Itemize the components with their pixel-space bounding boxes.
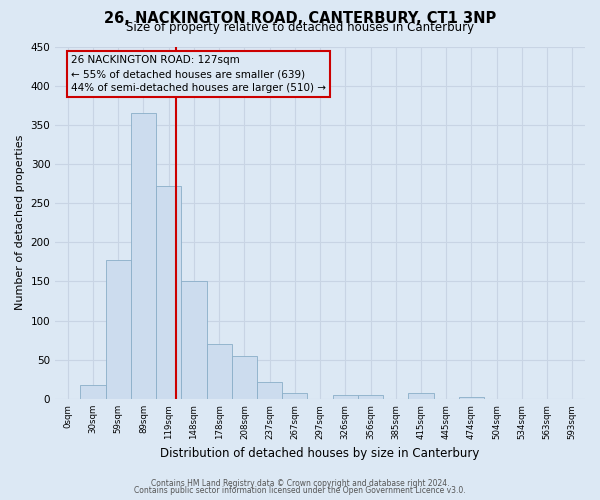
- Text: Size of property relative to detached houses in Canterbury: Size of property relative to detached ho…: [126, 21, 474, 34]
- Bar: [459, 398, 484, 399]
- Bar: [358, 395, 383, 399]
- X-axis label: Distribution of detached houses by size in Canterbury: Distribution of detached houses by size …: [160, 447, 480, 460]
- Bar: [206, 344, 232, 399]
- Bar: [409, 392, 434, 399]
- Bar: [131, 113, 156, 399]
- Bar: [282, 392, 307, 399]
- Bar: [106, 260, 131, 399]
- Bar: [156, 186, 181, 399]
- Bar: [181, 282, 206, 399]
- Text: 26, NACKINGTON ROAD, CANTERBURY, CT1 3NP: 26, NACKINGTON ROAD, CANTERBURY, CT1 3NP: [104, 11, 496, 26]
- Y-axis label: Number of detached properties: Number of detached properties: [15, 135, 25, 310]
- Bar: [80, 385, 106, 399]
- Text: 26 NACKINGTON ROAD: 127sqm
← 55% of detached houses are smaller (639)
44% of sem: 26 NACKINGTON ROAD: 127sqm ← 55% of deta…: [71, 56, 326, 94]
- Text: Contains public sector information licensed under the Open Government Licence v3: Contains public sector information licen…: [134, 486, 466, 495]
- Bar: [257, 382, 282, 399]
- Bar: [232, 356, 257, 399]
- Text: Contains HM Land Registry data © Crown copyright and database right 2024.: Contains HM Land Registry data © Crown c…: [151, 478, 449, 488]
- Bar: [332, 395, 358, 399]
